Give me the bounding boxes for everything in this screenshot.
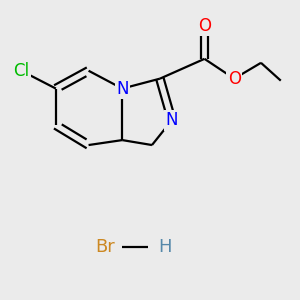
Text: H: H (158, 238, 172, 256)
Text: Cl: Cl (13, 62, 29, 80)
Text: N: N (116, 80, 128, 98)
Text: N: N (166, 111, 178, 129)
Text: Br: Br (95, 238, 115, 256)
Text: O: O (198, 17, 211, 35)
Text: O: O (228, 70, 241, 88)
